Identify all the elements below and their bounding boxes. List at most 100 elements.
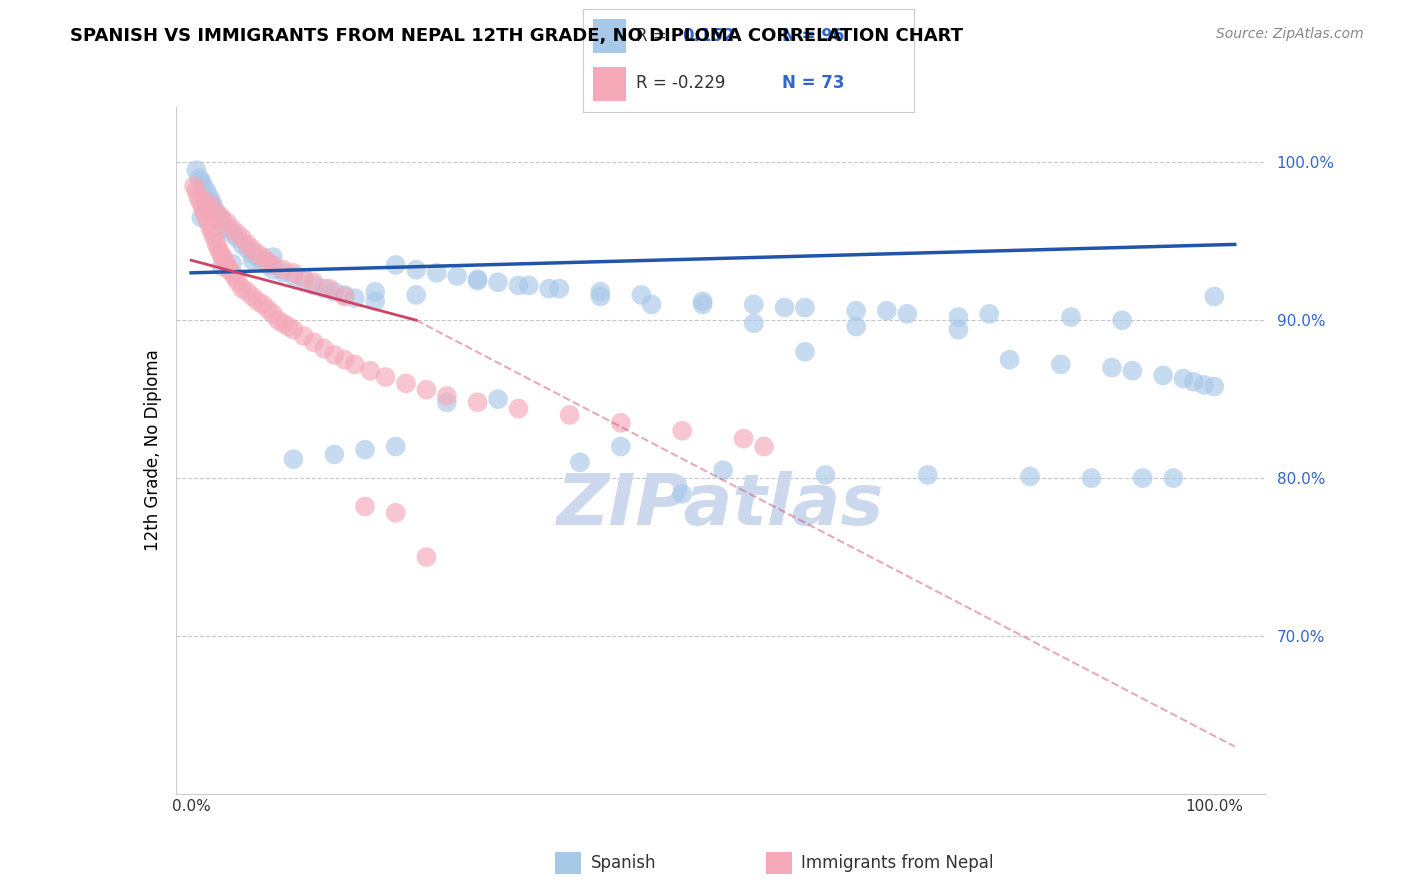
Point [188, 194, 211, 209]
Point [214, 254, 236, 268]
Point [876, 303, 898, 318]
Point [302, 275, 325, 289]
Point [630, 288, 652, 302]
Point [208, 242, 231, 256]
Point [283, 452, 305, 467]
Point [200, 202, 222, 217]
Point [395, 376, 418, 391]
Point [209, 247, 232, 261]
Point [794, 301, 817, 315]
Point [733, 432, 755, 446]
Text: Immigrants from Nepal: Immigrants from Nepal [801, 855, 994, 872]
Point [302, 278, 325, 293]
Point [198, 190, 221, 204]
Point [589, 289, 612, 303]
Point [271, 317, 294, 331]
Point [374, 370, 396, 384]
Point [193, 206, 215, 220]
Point [252, 254, 274, 268]
Point [226, 227, 249, 241]
Point [364, 285, 387, 299]
Bar [593, 19, 627, 53]
Text: SPANISH VS IMMIGRANTS FROM NEPAL 12TH GRADE, NO DIPLOMA CORRELATION CHART: SPANISH VS IMMIGRANTS FROM NEPAL 12TH GR… [70, 27, 963, 45]
Point [211, 215, 233, 229]
Point [186, 163, 208, 178]
Point [845, 319, 868, 334]
Point [333, 352, 356, 367]
Y-axis label: 12th Grade, No Diploma: 12th Grade, No Diploma [143, 350, 162, 551]
Point [436, 389, 458, 403]
Point [224, 270, 246, 285]
Point [538, 282, 561, 296]
Point [186, 184, 208, 198]
Point [252, 250, 274, 264]
Point [190, 174, 212, 188]
Point [195, 184, 218, 198]
Point [517, 278, 540, 293]
Bar [593, 68, 627, 101]
Point [359, 364, 381, 378]
Point [1204, 289, 1226, 303]
Point [415, 383, 437, 397]
Point [548, 282, 571, 296]
Point [773, 301, 796, 315]
Point [1132, 471, 1154, 485]
Point [1060, 310, 1083, 324]
Point [896, 307, 918, 321]
Point [1173, 371, 1195, 385]
Point [183, 179, 205, 194]
Point [267, 313, 290, 327]
Text: 0.152: 0.152 [683, 27, 735, 45]
Point [323, 285, 346, 299]
Point [610, 440, 633, 454]
Point [231, 231, 253, 245]
Point [314, 282, 336, 296]
Point [202, 200, 225, 214]
Point [486, 275, 509, 289]
Point [671, 424, 693, 438]
Point [187, 190, 209, 204]
Point [314, 342, 336, 356]
Point [302, 335, 325, 350]
Text: N = 73: N = 73 [782, 74, 844, 92]
Point [589, 285, 612, 299]
Point [354, 500, 377, 514]
Point [1121, 364, 1143, 378]
Point [236, 285, 259, 299]
Point [742, 317, 765, 331]
Point [508, 401, 530, 416]
Point [262, 258, 284, 272]
Point [323, 447, 346, 461]
Point [384, 506, 406, 520]
Point [256, 258, 278, 272]
Point [221, 266, 243, 280]
Point [333, 288, 356, 302]
Point [814, 467, 837, 482]
Point [195, 211, 218, 225]
Point [610, 416, 633, 430]
Text: R = -0.229: R = -0.229 [637, 74, 725, 92]
Point [671, 487, 693, 501]
Point [558, 408, 581, 422]
Point [242, 289, 264, 303]
Point [508, 278, 530, 293]
Point [692, 297, 714, 311]
Point [467, 274, 489, 288]
Point [221, 227, 243, 241]
Point [917, 467, 939, 482]
Point [191, 200, 214, 214]
Point [262, 262, 284, 277]
Point [283, 268, 305, 283]
Point [384, 258, 406, 272]
Point [246, 250, 269, 264]
Point [200, 194, 222, 209]
Point [292, 329, 315, 343]
Point [205, 206, 228, 220]
Point [794, 344, 817, 359]
Point [211, 211, 233, 225]
Text: R =: R = [637, 27, 672, 45]
Point [318, 282, 340, 296]
Point [236, 237, 259, 252]
Point [1019, 469, 1042, 483]
Text: Spanish: Spanish [591, 855, 657, 872]
